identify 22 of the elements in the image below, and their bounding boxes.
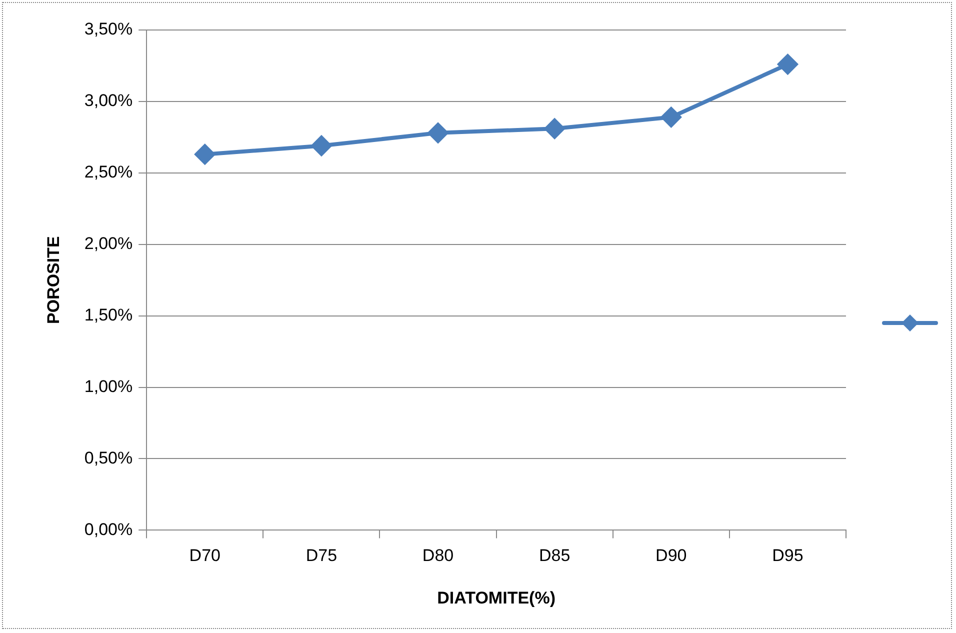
y-axis-title: POROSITE (44, 236, 63, 324)
point (661, 107, 682, 128)
x-tick-label: D90 (656, 546, 687, 566)
point (778, 54, 798, 74)
y-tick-label: 3,50% (84, 20, 133, 39)
y-tick-label: 0,50% (84, 448, 133, 468)
y-tick-label: 0,00% (84, 520, 133, 539)
y-tick-label: 2,50% (84, 162, 133, 182)
x-tick-label: D75 (306, 546, 338, 566)
y-tick-label: 3,00% (84, 91, 133, 110)
y-tick-label: 2,00% (84, 234, 133, 254)
x-axis-title: DIATOMITE(%) (437, 588, 556, 608)
y-tick-label: 1,50% (84, 306, 133, 325)
point (194, 144, 215, 164)
x-tick-label: D70 (189, 546, 220, 566)
point (428, 122, 448, 143)
x-tick-label: D95 (772, 546, 804, 566)
x-tick-label: D80 (422, 546, 454, 566)
point (311, 136, 332, 156)
point (544, 118, 565, 139)
x-tick-label: D85 (538, 546, 570, 566)
y-tick-label: 1,00% (84, 376, 133, 396)
